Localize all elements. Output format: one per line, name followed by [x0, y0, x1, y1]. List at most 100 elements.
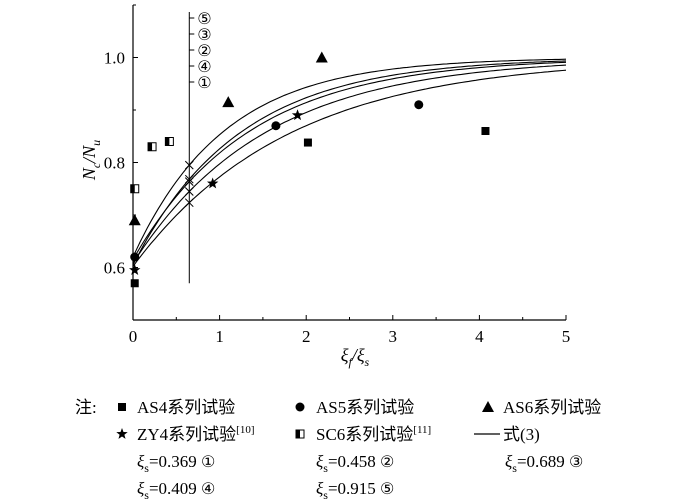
legend-marker-square — [118, 403, 126, 411]
data-point-triangle — [128, 214, 141, 226]
x-tick-label: 5 — [562, 327, 571, 346]
axes: 0 1 2 3 4 5 0.6 0.8 1.0 — [104, 4, 571, 346]
y-axis-label-part: u — [89, 140, 103, 146]
legend-xi-2: ξs=0.458 ② — [316, 452, 394, 475]
legend-marker-halfsquare-fill — [296, 430, 300, 438]
legend-label-text: AS4系列试验 — [137, 398, 235, 417]
legend-xi-part: ④ — [201, 481, 215, 498]
data-point-square — [130, 279, 139, 288]
legend-xi-part: ① — [201, 454, 215, 471]
curve-intersection-mark — [184, 198, 194, 208]
legend-xi-4: ξs=0.409 ④ — [137, 479, 215, 502]
marker-label: ① — [197, 73, 211, 92]
legend-xi-3: ξs=0.689 ③ — [505, 452, 583, 475]
points — [128, 51, 490, 288]
axis-labels: ξf/ξs Nc/Nu — [79, 140, 370, 369]
legend-curve-label: 式(3) — [503, 425, 540, 444]
curve-intersection-mark — [184, 160, 194, 170]
legend-label-ref: [10] — [236, 424, 254, 436]
data-point-triangle — [222, 96, 235, 108]
x-tick-label: 2 — [302, 327, 311, 346]
legend-label: AS4系列试验 — [137, 398, 235, 417]
legend-xi-part: ξ — [316, 479, 324, 498]
x-tick-label: 3 — [389, 327, 398, 346]
x-tick-label: 4 — [475, 327, 484, 346]
legend-label: AS6系列试验 — [503, 398, 601, 417]
data-point-halfsquare-fill — [130, 184, 135, 193]
legend-xi-part: s — [323, 488, 328, 502]
data-point-halfsquare — [164, 137, 174, 146]
legend-marker-triangle — [482, 401, 494, 412]
legend-xi-part: s — [144, 488, 149, 502]
marker-label: ③ — [197, 25, 211, 44]
curve-intersection-mark — [184, 177, 194, 186]
legend-xi-part: =0.458 — [328, 452, 380, 471]
data-point-halfsquare — [147, 142, 157, 152]
curve-1 — [132, 58, 567, 258]
data-point-circle — [130, 252, 140, 262]
legend-label-text: AS6系列试验 — [503, 398, 601, 417]
legend-xi-part: s — [144, 461, 149, 475]
marker-label: ④ — [197, 57, 211, 76]
marker-label: ② — [197, 41, 211, 60]
data-point-triangle — [315, 51, 328, 63]
legend-xi-part: =0.369 — [149, 452, 201, 471]
x-axis-label-part: /ξ — [351, 345, 365, 365]
data-point-square — [481, 127, 490, 135]
data-point-star — [291, 109, 304, 121]
legend-xi-part: ② — [380, 454, 394, 471]
x-axis-label-part: ξ — [341, 345, 349, 365]
curve-2 — [132, 61, 567, 260]
legend-label-text: ZY4系列试验 — [137, 425, 236, 444]
curve-3 — [132, 64, 567, 264]
x-axis-label-part: f — [348, 355, 353, 369]
curve-4 — [132, 60, 567, 266]
data-point-halfsquare-fill — [165, 137, 170, 146]
legend-marker-circle — [295, 402, 305, 412]
y-tick-label: 0.8 — [104, 154, 125, 173]
legend-label-ref: [11] — [413, 424, 431, 436]
legend-xi-part: =0.689 — [517, 452, 569, 471]
legend-label-text: SC6系列试验 — [316, 425, 413, 444]
x-axis-label: ξf/ξs — [341, 345, 370, 369]
legend-xi-part: ξ — [505, 452, 513, 471]
legend-xi-part: ξ — [137, 452, 145, 471]
data-point-star — [206, 177, 219, 189]
legend-xi-part: ξ — [137, 479, 145, 498]
legend-xi-part: =0.915 — [328, 479, 380, 498]
y-tick-label: 0.6 — [104, 259, 125, 278]
curve-5 — [132, 69, 567, 267]
legend-xi-part: ③ — [569, 454, 583, 471]
legend-label: AS5系列试验 — [316, 398, 414, 417]
curves — [132, 58, 567, 267]
curve-intersection-mark — [184, 187, 194, 196]
data-point-circle — [271, 121, 281, 131]
y-axis-label: Nc/Nu — [79, 140, 103, 181]
x-axis-label-part: s — [365, 355, 370, 369]
legend-marker-star — [116, 428, 128, 439]
y-axis-label-part: /N — [79, 145, 99, 164]
legend-xi-part: s — [512, 461, 517, 475]
legend-xi-1: ξs=0.369 ① — [137, 452, 215, 475]
data-point-halfsquare — [130, 184, 140, 194]
marker-label: ⑤ — [197, 9, 211, 28]
legend-xi-part: =0.409 — [149, 479, 201, 498]
legend-xi-5: ξs=0.915 ⑤ — [316, 479, 394, 502]
legend-xi-part: ξ — [316, 452, 324, 471]
legend: 注: AS4系列试验 AS5系列试验 AS6系列试验 ZY4系列试验[10] SC6系列试… — [75, 398, 601, 502]
x-tick-label: 0 — [129, 327, 138, 346]
curve-intersection-mark — [184, 174, 194, 184]
y-axis-label-part: N — [79, 167, 99, 181]
legend-xi-part: ⑤ — [380, 481, 394, 498]
data-point-halfsquare-fill — [148, 142, 153, 151]
data-point-square — [303, 138, 312, 147]
legend-label: SC6系列试验[11] — [316, 424, 431, 444]
y-axis-label-part: c — [89, 162, 103, 168]
legend-note: 注: — [75, 398, 97, 417]
data-point-star — [129, 264, 141, 275]
legend-label-text: AS5系列试验 — [316, 398, 414, 417]
x-tick-label: 1 — [215, 327, 224, 346]
legend-xi-part: s — [323, 461, 328, 475]
